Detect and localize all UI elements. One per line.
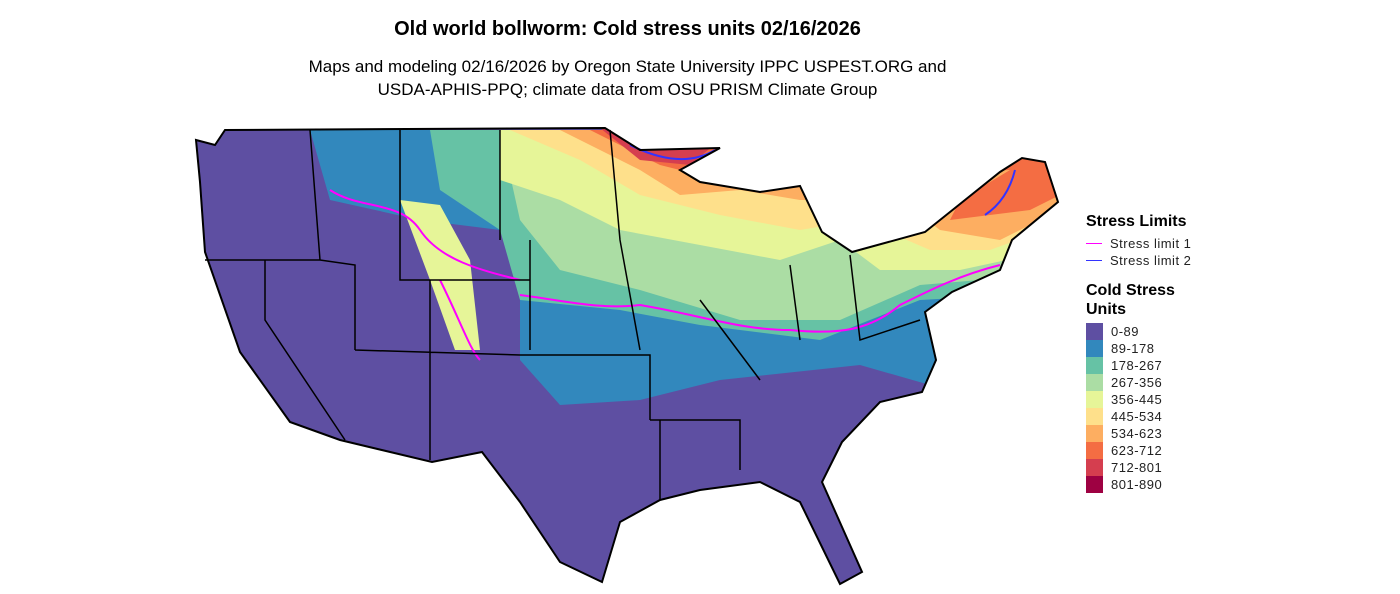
bin-label: 0-89 — [1111, 324, 1140, 339]
bin-label: 801-890 — [1111, 477, 1163, 492]
legend-bin: 623-712 — [1086, 442, 1191, 459]
map-title: Old world bollworm: Cold stress units 02… — [394, 18, 861, 40]
color-swatch — [1086, 459, 1103, 476]
stress-limits-title: Stress Limits — [1086, 213, 1187, 230]
bin-label: 178-267 — [1111, 358, 1163, 373]
cold-stress-title-2: Units — [1086, 301, 1126, 318]
bin-label: 445-534 — [1111, 409, 1163, 424]
bin-label: 356-445 — [1111, 392, 1163, 407]
stress-limits-list: Stress limit 1 Stress limit 2 — [1086, 235, 1191, 269]
stress-line-swatch — [1086, 260, 1102, 261]
bin-label: 534-623 — [1111, 426, 1163, 441]
legend: Stress Limits Stress limit 1 Stress limit… — [1086, 212, 1191, 493]
color-swatch — [1086, 391, 1103, 408]
bin-label: 623-712 — [1111, 443, 1163, 458]
color-swatch — [1086, 442, 1103, 459]
stress-line-swatch — [1086, 243, 1102, 244]
color-swatch — [1086, 476, 1103, 493]
zone-rockies-high — [400, 200, 480, 350]
map-subtitle: Maps and modeling 02/16/2026 by Oregon S… — [0, 55, 1255, 101]
cold-stress-title-1: Cold Stress — [1086, 282, 1175, 299]
bin-label: 712-801 — [1111, 460, 1163, 475]
color-swatch — [1086, 340, 1103, 357]
color-swatch — [1086, 408, 1103, 425]
cold-stress-bins: 0-89 89-178 178-267 267-356 356-445 445-534 53… — [1086, 323, 1191, 493]
stress-limit-label: Stress limit 2 — [1110, 253, 1192, 268]
bin-label: 267-356 — [1111, 375, 1163, 390]
legend-bin: 89-178 — [1086, 340, 1191, 357]
color-swatch — [1086, 357, 1103, 374]
legend-bin: 0-89 — [1086, 323, 1191, 340]
stress-limit-label: Stress limit 1 — [1110, 236, 1192, 251]
color-swatch — [1086, 425, 1103, 442]
color-swatch — [1086, 323, 1103, 340]
legend-bin: 356-445 — [1086, 391, 1191, 408]
legend-bin: 267-356 — [1086, 374, 1191, 391]
subtitle-line-2: USDA-APHIS-PPQ; climate data from OSU PR… — [377, 80, 878, 99]
legend-bin: 178-267 — [1086, 357, 1191, 374]
legend-bin: 534-623 — [1086, 425, 1191, 442]
bin-label: 89-178 — [1111, 341, 1155, 356]
legend-bin: 712-801 — [1086, 459, 1191, 476]
stress-limit-1-line-west — [329, 189, 521, 361]
legend-bin: 445-534 — [1086, 408, 1191, 425]
stress-limit-item: Stress limit 1 — [1086, 235, 1191, 252]
stress-limit-1-line — [519, 264, 1001, 333]
subtitle-line-1: Maps and modeling 02/16/2026 by Oregon S… — [308, 57, 947, 76]
color-swatch — [1086, 374, 1103, 391]
legend-bin: 801-890 — [1086, 476, 1191, 493]
stress-limit-item: Stress limit 2 — [1086, 252, 1191, 269]
state-borders — [205, 129, 921, 500]
